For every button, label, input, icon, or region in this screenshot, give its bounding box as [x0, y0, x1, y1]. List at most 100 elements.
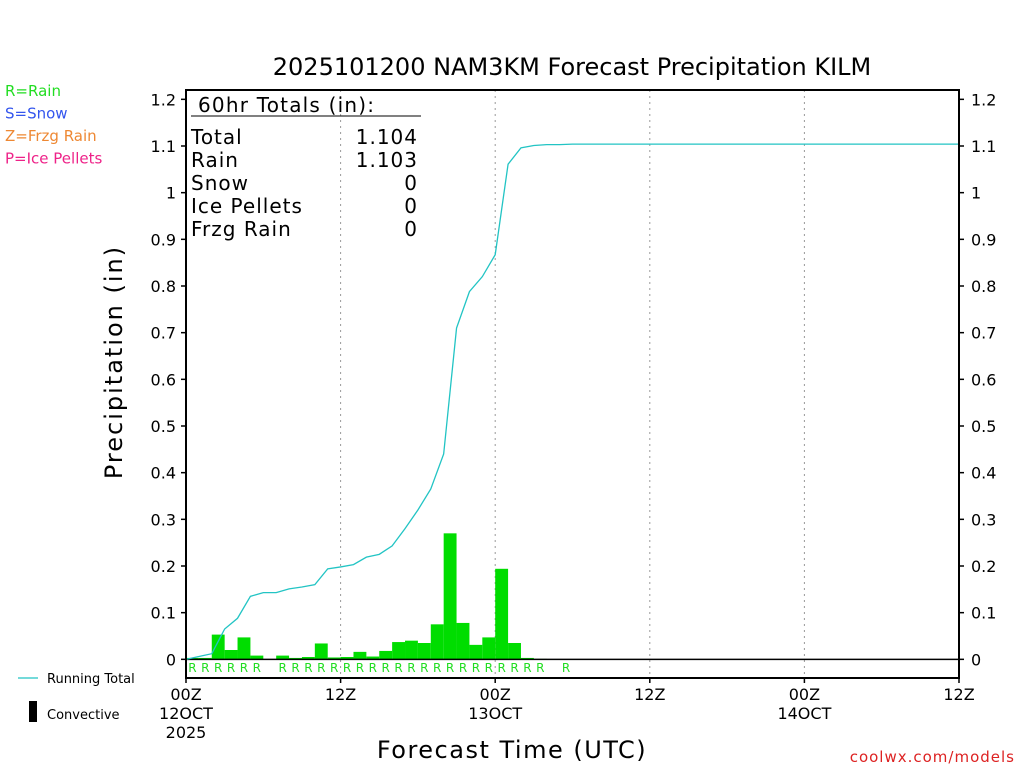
precip-type-legend: R=Rain S=Snow Z=Frzg Rain P=Ice Pellets [5, 82, 102, 168]
legend-type-3: Z=Frzg Rain [5, 127, 97, 145]
totals-row-value: 0 [404, 171, 418, 195]
x-tick-label-0h: 00Z [170, 685, 201, 704]
type-letter-hour-26: R [510, 661, 518, 675]
x-axis-title: Forecast Time (UTC) [377, 736, 647, 764]
type-letter-hour-8: R [278, 661, 286, 675]
type-letter-hour-14: R [356, 661, 364, 675]
type-letter-hour-27: R [523, 661, 531, 675]
x-tick-label-24h: 13OCT [468, 704, 522, 723]
precip-bar-hour-18 [405, 640, 418, 660]
type-letter-hour-25: R [497, 661, 505, 675]
credit-text: coolwx.com/models [850, 748, 1015, 766]
y-tick-label-right: 0.2 [971, 557, 996, 576]
type-letter-hour-5: R [240, 661, 248, 675]
y-tick-label-left: 0.7 [151, 324, 176, 343]
y-tick-label-left: 0.3 [151, 510, 176, 529]
type-letter-hour-3: R [214, 661, 222, 675]
x-tick-label-24h: 00Z [480, 685, 511, 704]
totals-box: 60hr Totals (in): Total 1.104 Rain 1.103 Sno… [190, 93, 421, 241]
precip-bar-hour-10 [301, 657, 315, 660]
series-legend: Running Total Convective [18, 672, 135, 723]
type-letter-hour-12: R [330, 661, 338, 675]
y-tick-label-right: 0.8 [971, 277, 996, 296]
precip-bar-hour-26 [508, 643, 521, 660]
convective-legend-label: Convective [47, 708, 120, 723]
y-tick-label-right: 0.7 [971, 324, 996, 343]
legend-type-2: S=Snow [5, 105, 68, 123]
totals-row-label: Total [190, 125, 243, 149]
precip-bar-hour-6 [250, 655, 264, 660]
legend-type-1: R=Rain [5, 82, 61, 100]
type-letter-hour-24: R [485, 661, 493, 675]
type-letter-hour-2: R [201, 661, 209, 675]
precip-bar-hour-3 [211, 634, 225, 660]
precip-bar-hour-25 [495, 568, 509, 660]
y-tick-label-left: 0.5 [151, 417, 176, 436]
type-letter-hour-9: R [291, 661, 299, 675]
convective-legend-swatch [29, 701, 37, 722]
x-tick-label-48h: 14OCT [777, 704, 831, 723]
totals-row-label: Ice Pellets [191, 194, 303, 218]
precip-bar-hour-5 [237, 637, 251, 660]
precip-bar-hour-19 [417, 643, 431, 660]
totals-row-value: 0 [404, 217, 418, 241]
type-letter-hour-13: R [343, 661, 351, 675]
y-tick-label-right: 0.3 [971, 510, 996, 529]
type-letter-hour-18: R [407, 661, 415, 675]
type-letter-hour-20: R [433, 661, 441, 675]
running-total-line [185, 143, 959, 660]
type-letter-hour-21: R [446, 661, 454, 675]
totals-row-label: Rain [191, 148, 239, 172]
precip-bar-hour-14 [353, 651, 367, 660]
precip-bar-hour-20 [430, 624, 444, 660]
precip-bar-hour-11 [314, 643, 328, 660]
type-letter-hour-23: R [472, 661, 480, 675]
type-letter-hour-4: R [227, 661, 235, 675]
x-tick-label-36h: 12Z [634, 685, 665, 704]
x-tick-label-0h: 12OCT [159, 704, 213, 723]
precip-bar-hour-16 [379, 650, 393, 660]
y-tick-label-left: 0 [166, 650, 176, 669]
hourly-precip-bars [186, 533, 547, 660]
type-letter-hour-17: R [394, 661, 402, 675]
type-letter-hour-19: R [420, 661, 428, 675]
y-axis-left: 0 0.1 0.2 0.3 0.4 0.5 0.6 0.7 0.8 0.9 1 1.1 1.2 [151, 90, 186, 669]
y-tick-label-left: 0.6 [151, 370, 176, 389]
totals-row-value: 0 [404, 194, 418, 218]
precip-bar-hour-12 [327, 657, 341, 660]
precip-bar-hour-23 [469, 644, 483, 660]
chart-title: 2025101200 NAM3KM Forecast Precipitation… [273, 53, 871, 81]
type-letter-hour-6: R [253, 661, 261, 675]
y-tick-label-left: 0.2 [151, 557, 176, 576]
type-letter-hour-16: R [382, 661, 390, 675]
type-letter-hour-15: R [369, 661, 377, 675]
x-tick-label-12h: 12Z [325, 685, 356, 704]
precip-bar-hour-4 [224, 650, 238, 660]
y-tick-label-left: 0.8 [151, 277, 176, 296]
totals-row-value: 1.104 [356, 125, 418, 149]
y-tick-label-right: 0.4 [971, 464, 996, 483]
y-tick-label-right: 0.6 [971, 370, 996, 389]
running-total-legend-label: Running Total [47, 672, 135, 687]
type-letter-hour-10: R [304, 661, 312, 675]
totals-row-label: Frzg Rain [191, 217, 292, 241]
totals-header: 60hr Totals (in): [198, 93, 375, 117]
y-tick-label-left: 0.4 [151, 464, 176, 483]
vertical-gridlines [340, 90, 805, 678]
type-letter-hour-28: R [536, 661, 544, 675]
x-tick-label-48h: 00Z [789, 685, 820, 704]
y-tick-label-right: 1.1 [971, 137, 996, 156]
plot-frame [185, 89, 960, 679]
type-letter-hour-11: R [317, 661, 325, 675]
precip-bar-hour-15 [366, 656, 380, 660]
y-tick-label-right: 1.2 [971, 90, 996, 109]
type-letter-hour-1: R [188, 661, 196, 675]
y-axis-title: Precipitation (in) [100, 245, 128, 479]
totals-row-label: Snow [191, 171, 249, 195]
precip-bar-hour-17 [392, 642, 406, 660]
y-tick-label-left: 0.1 [151, 604, 176, 623]
y-tick-label-right: 0.9 [971, 230, 996, 249]
